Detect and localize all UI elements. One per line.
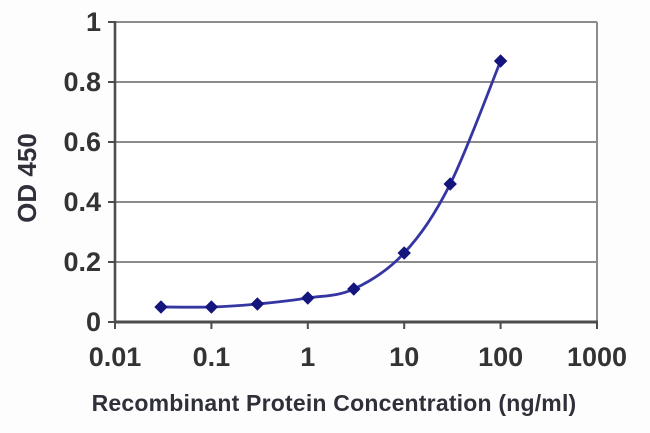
data-point-marker: [347, 282, 361, 296]
data-point-marker: [204, 300, 219, 314]
data-point-marker: [443, 177, 457, 191]
data-point-marker: [493, 54, 508, 68]
x-tick-label: 1000: [567, 342, 627, 372]
y-tick-label: 1: [86, 7, 101, 37]
data-point-marker: [154, 300, 168, 314]
data-point-marker: [397, 246, 411, 260]
y-axis-title: OD 450: [12, 133, 42, 223]
x-axis-title: Recombinant Protein Concentration (ng/ml…: [91, 390, 577, 416]
y-tick-label: 0.2: [63, 247, 101, 277]
x-tick-label: 1: [300, 342, 315, 372]
x-tick-label: 100: [478, 342, 523, 372]
x-tick-label: 10: [389, 342, 419, 372]
data-point-marker: [250, 297, 265, 311]
y-tick-label: 0.8: [63, 67, 101, 97]
plot-area: [115, 22, 597, 322]
y-tick-label: 0: [86, 307, 101, 337]
x-tick-label: 0.01: [89, 342, 142, 372]
y-tick-label: 0.4: [63, 187, 101, 217]
x-tick-label: 0.1: [193, 342, 231, 372]
data-point-marker: [301, 291, 315, 305]
y-tick-label: 0.6: [63, 127, 101, 157]
